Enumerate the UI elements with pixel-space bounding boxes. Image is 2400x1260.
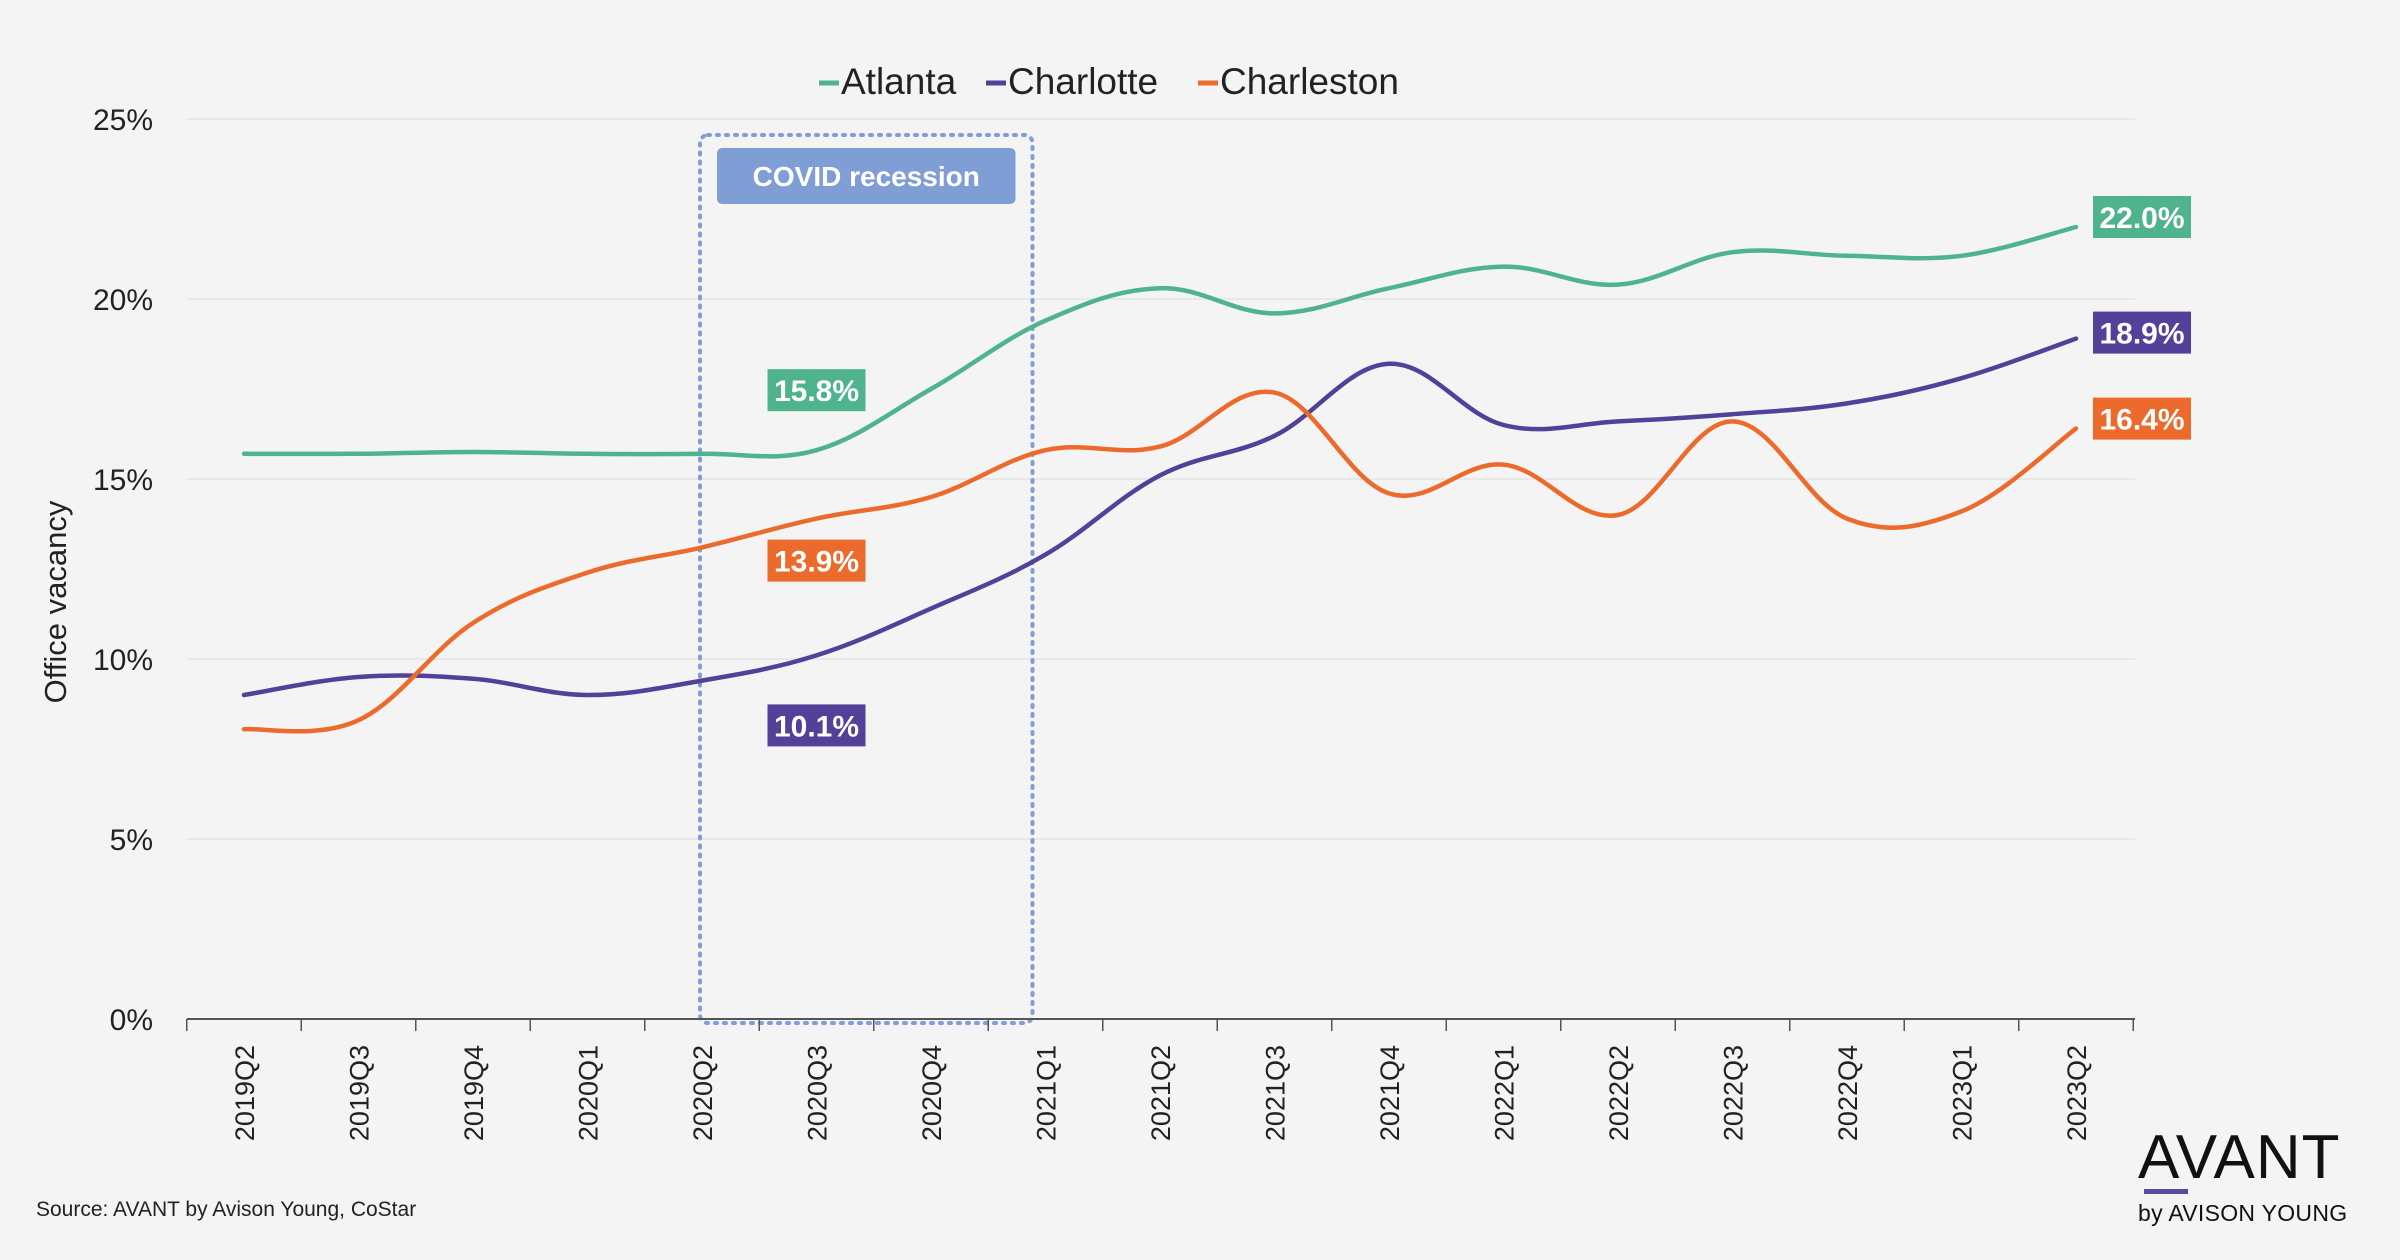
x-tick-label: 2020Q2 <box>688 1045 718 1141</box>
y-tick-label: 20% <box>93 284 153 317</box>
series-lines <box>241 224 2079 734</box>
data-label-box <box>2093 196 2191 238</box>
y-tick-label: 10% <box>93 644 153 677</box>
covid-region: COVID recession <box>698 133 1035 1025</box>
data-label: 13.9% <box>774 546 859 579</box>
x-tick-label: 2021Q3 <box>1261 1045 1291 1141</box>
source-note: Source: AVANT by Avison Young, CoStar <box>36 1198 417 1221</box>
x-tick-label: 2019Q4 <box>459 1045 489 1141</box>
y-tick-label: 25% <box>93 104 153 137</box>
axes: 0% 5% 10% 15% 20% 25% 2019Q2 2019Q3 2019Q4 2020Q1… <box>38 104 2135 1141</box>
avant-logo: AVANT by AVISON YOUNG <box>2138 1123 2378 1227</box>
logo-subtitle: by AVISON YOUNG <box>2138 1200 2348 1226</box>
x-tick-label: 2019Q2 <box>230 1045 260 1141</box>
series-line-charlotte <box>241 336 2079 698</box>
x-tick-label: 2022Q3 <box>1719 1045 1749 1141</box>
x-tick-label: 2019Q3 <box>345 1045 375 1141</box>
y-tick-label: 0% <box>110 1004 153 1037</box>
data-label: 15.8% <box>774 375 859 408</box>
data-label-box <box>767 704 866 747</box>
x-tick-label: 2023Q2 <box>2062 1045 2092 1141</box>
x-tick-label: 2023Q1 <box>1948 1045 1978 1141</box>
y-tick-label: 5% <box>110 824 153 857</box>
data-label-box <box>767 369 866 412</box>
covid-region-label: COVID recession <box>753 161 980 192</box>
legend-label: Atlanta <box>841 61 957 102</box>
covid-region-badge <box>717 148 1016 204</box>
x-tick-label: 2022Q2 <box>1604 1045 1634 1141</box>
x-tick-label: 2020Q4 <box>917 1045 947 1141</box>
x-tick-label: 2020Q1 <box>574 1045 604 1141</box>
data-label: 18.9% <box>2099 318 2184 351</box>
series-line-atlanta <box>241 224 2079 459</box>
x-tick-label: 2021Q1 <box>1032 1045 1062 1141</box>
series-line-charleston <box>241 389 2079 734</box>
legend-label: Charleston <box>1220 61 1399 102</box>
legend: Atlanta Charlotte Charleston <box>819 61 1399 102</box>
x-tick-label: 2021Q2 <box>1146 1045 1176 1141</box>
data-label-box <box>2093 311 2191 354</box>
x-tick-label: 2022Q4 <box>1833 1045 1863 1141</box>
data-label-box <box>2093 397 2191 440</box>
data-label: 16.4% <box>2099 404 2184 437</box>
y-axis-title: Office vacancy <box>38 500 73 703</box>
y-tick-label: 15% <box>93 464 153 497</box>
data-label: 22.0% <box>2099 202 2184 235</box>
logo-underline <box>2144 1189 2188 1194</box>
data-label-box <box>767 539 866 582</box>
x-tick-label: 2020Q3 <box>803 1045 833 1141</box>
x-tick-label: 2022Q1 <box>1490 1045 1520 1141</box>
gridlines <box>187 118 2135 840</box>
data-label: 10.1% <box>774 710 859 743</box>
covid-region-box <box>698 133 1035 1025</box>
data-labels: 15.8% 13.9% 10.1% 22.0% 18.9% 16.4% <box>767 196 2191 747</box>
logo-wordmark: AVANT <box>2138 1123 2341 1192</box>
legend-label: Charlotte <box>1008 61 1158 102</box>
x-tick-label: 2021Q4 <box>1375 1045 1405 1141</box>
